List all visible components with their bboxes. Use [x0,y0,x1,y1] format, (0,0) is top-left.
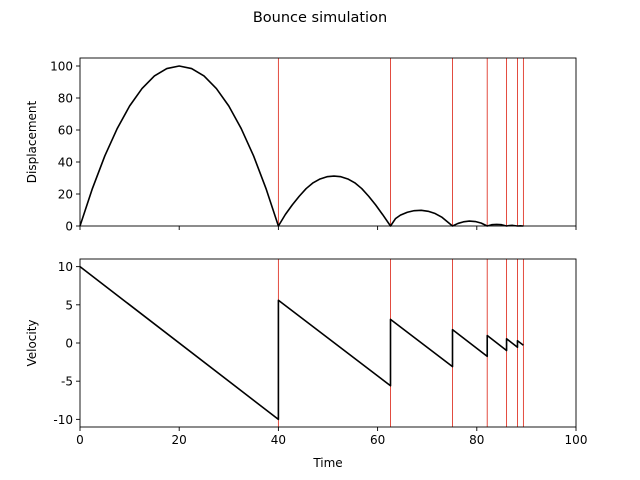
y-tick-label: 60 [58,124,73,138]
y-tick-label: 10 [58,260,73,274]
y-tick-label: -5 [61,375,73,389]
velocity-axes: 0 20 40 60 80 100 -10 -5 0 5 10 Velocity Time [25,258,588,470]
x-axis-label: Time [312,456,342,470]
y-tick-label: 40 [58,156,73,170]
y-axis-label: Displacement [25,100,39,183]
y-tick-label: 100 [50,60,73,74]
axes-frame [79,57,577,227]
y-tick-label: 0 [65,337,73,351]
y-tick-label: 0 [65,220,73,234]
series-line-0 [79,266,524,421]
x-tick-label: 100 [565,433,588,447]
y-axis-label: Velocity [25,319,39,366]
displacement-axes: 0 20 40 60 80 100 Displacement [25,57,577,234]
y-tick-label: -10 [53,413,73,427]
series-line-0 [79,65,524,227]
x-tick-label: 20 [172,433,187,447]
figure-title: Bounce simulation [253,10,387,26]
y-tick-label: 80 [58,92,73,106]
x-tick-label: 0 [76,433,84,447]
x-tick-label: 40 [271,433,286,447]
y-tick-label: 5 [65,298,73,312]
axes-frame [79,258,577,428]
y-tick-label: 20 [58,188,73,202]
x-tick-label: 80 [469,433,484,447]
x-tick-label: 60 [370,433,385,447]
